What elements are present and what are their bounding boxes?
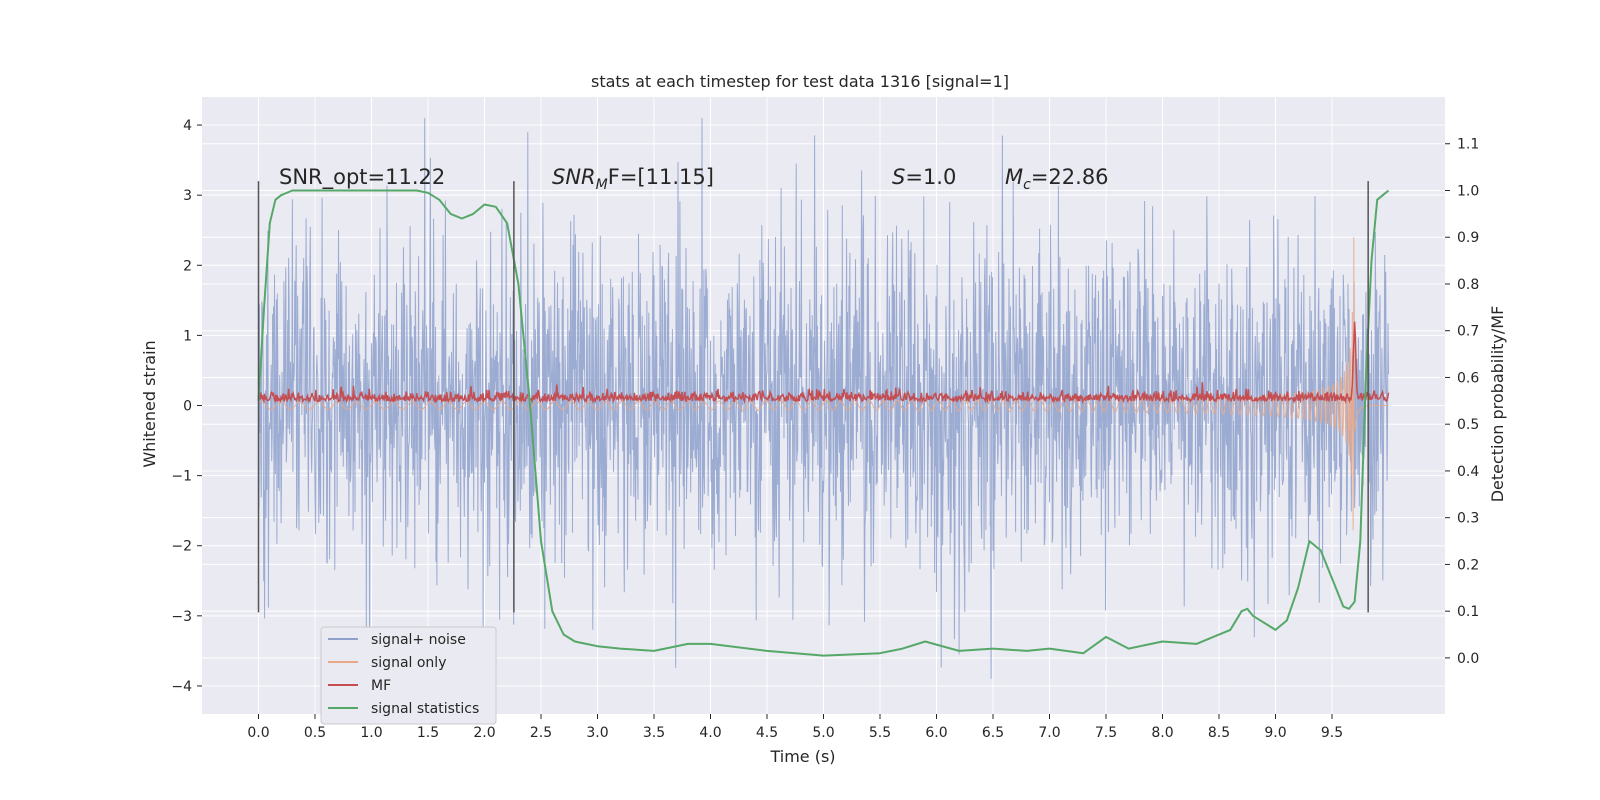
x-tick-label: 8.0 — [1151, 725, 1173, 741]
y2-tick-label: 1.1 — [1457, 137, 1479, 153]
annotation-s-base: S — [892, 165, 905, 189]
annotation-mc-base: M — [1005, 165, 1023, 189]
x-tick-label: 6.0 — [925, 725, 947, 741]
x-tick-label: 7.0 — [1038, 725, 1060, 741]
annotation-snr-mf-sub: M — [596, 177, 608, 193]
y2-tick-label: 0.6 — [1457, 370, 1479, 386]
series-line-signal-noise — [258, 117, 1389, 679]
x-tick-label: 3.5 — [643, 725, 665, 741]
x-tick-label: 8.5 — [1208, 725, 1230, 741]
y2-tick-label: 0.8 — [1457, 277, 1479, 293]
vertical-markers — [257, 181, 1369, 613]
y2-tick-label: 0.1 — [1457, 604, 1479, 620]
y-axis-label: Whitened strain — [140, 340, 159, 467]
y2-tick-label: 0.9 — [1457, 230, 1479, 246]
series-line-signal-statistics — [257, 189, 1390, 657]
x-tick-label: 4.0 — [699, 725, 721, 741]
annotation-snr-mf-base: SNR — [552, 165, 596, 189]
annotation-snr-opt: SNR_opt=11.22 — [279, 165, 445, 190]
legend-label-signal-noise: signal+ noise — [371, 632, 466, 648]
chart-title: stats at each timestep for test data 131… — [591, 72, 1009, 91]
x-tick-label: 5.0 — [812, 725, 834, 741]
annotation-mc-sub: c — [1023, 177, 1031, 193]
x-tick-label: 3.0 — [586, 725, 608, 741]
y-tick-label: −3 — [171, 609, 192, 625]
legend: signal+ noise signal only MF signal stat… — [320, 626, 497, 725]
annotation-s-rest: =1.0 — [905, 165, 956, 189]
x-tick-label: 2.5 — [530, 725, 552, 741]
y-tick-label: 2 — [183, 258, 192, 274]
annotation-snr-mf: SNRMF=[11.15] — [552, 165, 714, 193]
legend-label-signal-statistics: signal statistics — [371, 701, 479, 717]
x-tick-label: 2.0 — [473, 725, 495, 741]
x-tick-label: 1.0 — [360, 725, 382, 741]
y-tick-label: −2 — [171, 539, 192, 555]
y2-tick-label: 1.0 — [1457, 183, 1479, 199]
y2-axis-label: Detection probability/MF — [1488, 306, 1507, 503]
y2-tick-label: 0.0 — [1457, 651, 1479, 667]
x-tick-label: 9.0 — [1264, 725, 1286, 741]
y-tick-label: 3 — [183, 188, 192, 204]
x-tick-label: 0.5 — [304, 725, 326, 741]
x-axis-label: Time (s) — [769, 747, 835, 766]
y2-tick-label: 0.2 — [1457, 557, 1479, 573]
y2-tick-label: 0.7 — [1457, 324, 1479, 340]
x-tick-label: 6.5 — [982, 725, 1004, 741]
ticks: 0.0 0.5 1.0 1.5 2.0 2.5 3.0 3.5 4.0 4.5 5.0 5.5 6.0 6… — [171, 118, 1479, 741]
annotation-snr-mf-rest: F=[11.15] — [608, 165, 714, 189]
y2-tick-label: 0.5 — [1457, 417, 1479, 433]
x-tick-label: 1.5 — [417, 725, 439, 741]
series-line-mf — [258, 321, 1390, 405]
legend-label-mf: MF — [371, 678, 391, 694]
x-tick-label: 5.5 — [869, 725, 891, 741]
y-tick-label: 0 — [183, 399, 192, 415]
annotation-mc-rest: =22.86 — [1031, 165, 1109, 189]
x-tick-label: 7.5 — [1095, 725, 1117, 741]
y2-tick-label: 0.3 — [1457, 511, 1479, 527]
legend-box — [320, 626, 497, 725]
legend-label-signal-only: signal only — [371, 655, 446, 671]
annotation-mc: Mc=22.86 — [1005, 165, 1109, 193]
y-tick-label: 4 — [183, 118, 192, 134]
annotation-s: S=1.0 — [892, 165, 956, 189]
y-tick-label: −1 — [171, 469, 192, 485]
y-tick-label: −4 — [171, 679, 192, 695]
x-tick-label: 9.5 — [1321, 725, 1343, 741]
x-tick-label: 4.5 — [756, 725, 778, 741]
y2-tick-label: 0.4 — [1457, 464, 1479, 480]
y-tick-label: 1 — [183, 328, 192, 344]
plot-lines — [257, 117, 1390, 679]
x-tick-label: 0.0 — [247, 725, 269, 741]
